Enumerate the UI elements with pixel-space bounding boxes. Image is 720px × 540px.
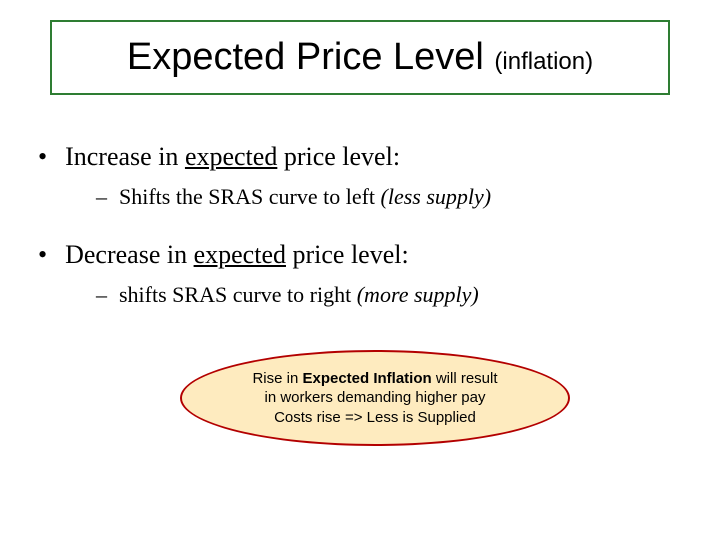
bullet-suffix: price level: [286,240,409,269]
title-sub: (inflation) [494,48,593,75]
bullet-prefix: Decrease in [65,240,193,269]
sub-text: shifts SRAS curve to right (more supply) [119,282,479,308]
bullet-dot: • [38,242,47,268]
sub-text: Shifts the SRAS curve to left (less supp… [119,184,491,210]
sub-dash: – [96,282,107,308]
bullet-row: • Decrease in expected price level: [38,240,678,270]
bullet-text: Decrease in expected price level: [65,240,409,270]
callout-line1-suffix: will result [432,370,498,387]
sub-italic: (less supply) [381,184,492,209]
callout-line2: in workers demanding higher pay [265,389,486,406]
sub-prefix: shifts SRAS curve to right [119,282,357,307]
callout-line1-prefix: Rise in [252,370,302,387]
sub-dash: – [96,184,107,210]
bullet-underlined: expected [185,142,277,171]
bullet-prefix: Increase in [65,142,185,171]
callout-line3: Costs rise => Less is Supplied [274,409,476,426]
callout-line1-bold: Expected Inflation [302,370,431,387]
sub-italic: (more supply) [357,282,479,307]
bullet-suffix: price level: [277,142,400,171]
title-main: Expected Price Level [127,36,495,78]
bullet-group-2: • Decrease in expected price level: – sh… [38,240,678,308]
bullet-dot: • [38,144,47,170]
sub-bullet-row: – Shifts the SRAS curve to left (less su… [96,184,678,210]
callout-oval: Rise in Expected Inflation will result i… [180,350,570,446]
bullet-text: Increase in expected price level: [65,142,400,172]
bullet-underlined: expected [194,240,286,269]
bullet-group-1: • Increase in expected price level: – Sh… [38,142,678,210]
bullet-row: • Increase in expected price level: [38,142,678,172]
title-box: Expected Price Level (inflation) [50,20,670,95]
callout-text: Rise in Expected Inflation will result i… [228,369,521,428]
sub-prefix: Shifts the SRAS curve to left [119,184,381,209]
sub-bullet-row: – shifts SRAS curve to right (more suppl… [96,282,678,308]
